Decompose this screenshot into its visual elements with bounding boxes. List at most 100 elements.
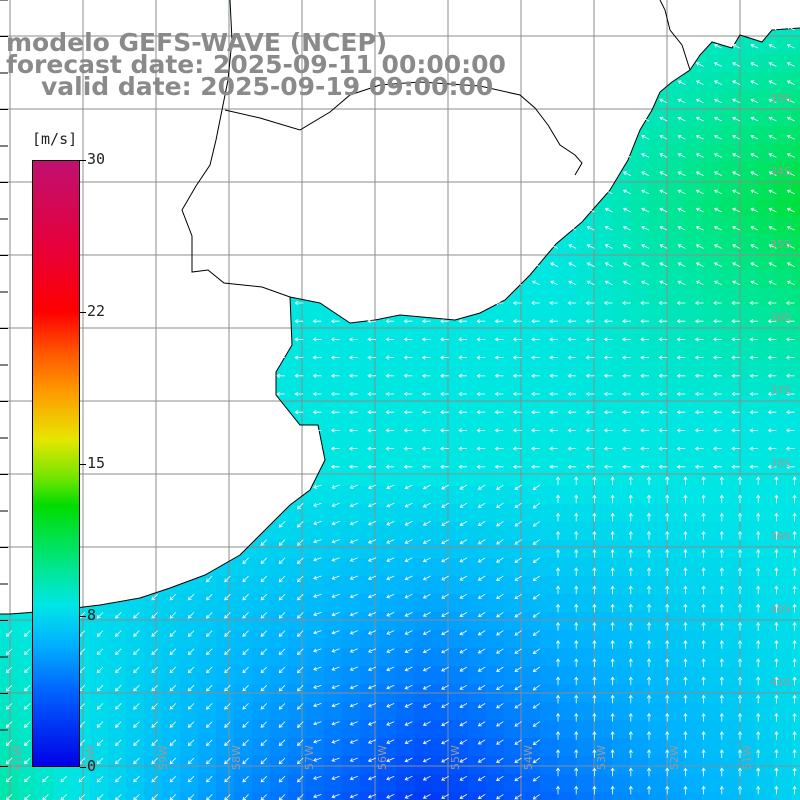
field-cell	[738, 378, 757, 397]
field-cell	[126, 720, 145, 739]
field-cell	[540, 468, 559, 487]
field-cell	[558, 504, 577, 523]
wind-arrow	[792, 549, 797, 558]
field-cell	[486, 378, 505, 397]
field-cell	[684, 792, 703, 800]
wind-arrow	[683, 785, 688, 795]
field-cell	[738, 396, 757, 415]
wind-arrow	[514, 630, 522, 636]
wind-arrow	[422, 666, 431, 672]
wind-arrow	[622, 171, 631, 176]
latitude-label: 40S	[770, 603, 791, 616]
wind-arrow	[260, 703, 268, 710]
wind-arrow	[496, 593, 504, 600]
wind-arrow	[640, 446, 649, 451]
field-cell	[702, 216, 721, 235]
wind-arrow	[404, 593, 413, 599]
wind-arrow	[386, 721, 395, 726]
field-cell	[450, 360, 469, 379]
wind-arrow	[278, 775, 286, 783]
field-cell	[684, 306, 703, 325]
wind-arrow	[5, 666, 13, 674]
field-cell	[576, 558, 595, 577]
wind-arrow	[532, 575, 541, 582]
wind-arrow	[169, 612, 177, 619]
wind-arrow	[592, 530, 597, 540]
field-cell	[558, 630, 577, 649]
field-cell	[702, 144, 721, 163]
wind-arrow	[187, 612, 195, 619]
wind-arrow	[767, 337, 777, 342]
field-cell	[666, 450, 685, 469]
field-cell	[36, 792, 55, 800]
field-cell	[648, 774, 667, 793]
field-cell	[756, 270, 775, 289]
wind-arrow	[555, 658, 561, 667]
field-cell	[738, 774, 757, 793]
latitude-label: 37S	[770, 384, 791, 397]
field-cell	[342, 666, 361, 685]
wind-arrow	[628, 476, 633, 485]
wind-arrow	[659, 207, 668, 213]
wind-arrow	[785, 410, 795, 415]
wind-arrow	[514, 739, 522, 745]
wind-arrow	[23, 721, 31, 728]
field-cell	[90, 702, 109, 721]
wind-arrow	[586, 207, 595, 213]
field-cell	[504, 576, 523, 595]
wind-arrow	[205, 775, 213, 783]
wind-arrow	[756, 549, 761, 558]
field-cell	[738, 738, 757, 757]
wind-arrow	[23, 630, 31, 637]
field-cell	[522, 666, 541, 685]
colorbar-label: 22	[87, 302, 106, 320]
wind-arrow	[133, 648, 140, 656]
wind-arrow	[422, 630, 431, 635]
wind-arrow	[628, 658, 633, 667]
field-cell	[774, 486, 793, 505]
wind-arrow	[622, 319, 631, 324]
wind-arrow	[260, 593, 268, 601]
wind-arrow	[386, 557, 395, 562]
field-cell	[288, 630, 307, 649]
wind-arrow	[441, 630, 449, 636]
wind-arrow	[768, 116, 777, 122]
wind-arrow	[349, 648, 358, 653]
wind-arrow	[459, 794, 468, 799]
wind-arrow	[585, 373, 595, 378]
wind-arrow	[496, 757, 504, 763]
wind-arrow	[531, 464, 540, 469]
field-cell	[306, 540, 325, 559]
field-cell	[288, 774, 307, 793]
wind-arrow	[151, 666, 158, 674]
wind-arrow	[404, 557, 413, 563]
field-cell	[540, 288, 559, 307]
field-cell	[666, 792, 685, 800]
field-cell	[108, 720, 127, 739]
wind-arrow	[786, 153, 795, 158]
wind-arrow	[477, 794, 486, 799]
field-cell	[630, 414, 649, 433]
wind-arrow	[331, 539, 340, 544]
field-cell	[774, 72, 793, 91]
wind-arrow	[756, 530, 761, 540]
field-cell	[792, 504, 800, 523]
wind-arrow	[224, 612, 231, 619]
field-cell	[756, 558, 775, 577]
wind-arrow	[114, 721, 122, 728]
field-cell	[612, 450, 631, 469]
field-cell	[468, 414, 487, 433]
field-cell	[414, 504, 433, 523]
field-cell	[396, 468, 415, 487]
wind-arrow	[640, 428, 649, 433]
field-cell	[612, 504, 631, 523]
wind-arrow	[459, 575, 468, 581]
field-cell	[612, 306, 631, 325]
field-cell	[756, 792, 775, 800]
wind-arrow	[737, 749, 743, 758]
field-cell	[360, 594, 379, 613]
field-cell	[558, 414, 577, 433]
latitude-label: 41S	[770, 676, 791, 689]
wind-arrow	[677, 207, 686, 213]
field-cell	[792, 630, 800, 649]
